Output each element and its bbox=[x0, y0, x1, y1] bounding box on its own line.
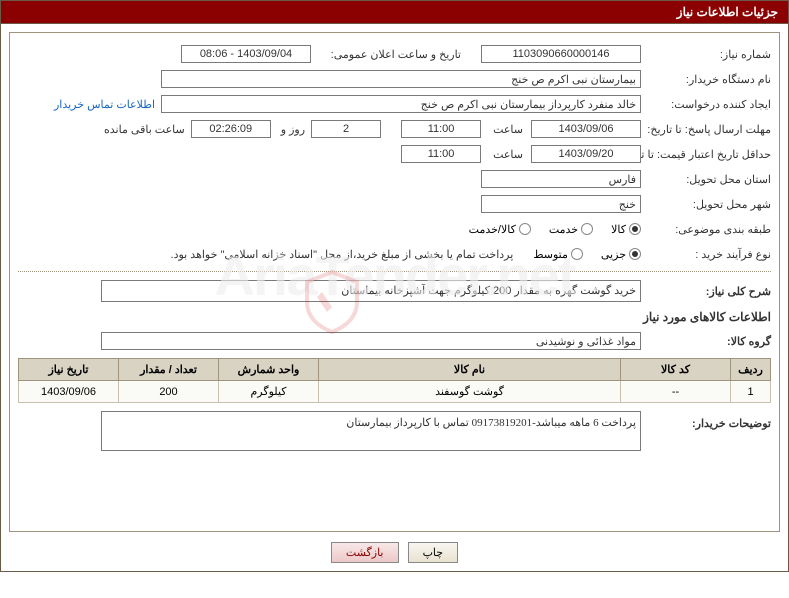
th-name: نام کالا bbox=[319, 359, 621, 381]
radio-medium[interactable]: متوسط bbox=[533, 248, 583, 261]
deadline-label: مهلت ارسال پاسخ: تا تاریخ: bbox=[641, 123, 771, 136]
td-unit: کیلوگرم bbox=[219, 381, 319, 403]
requester-field: خالد منفرد کارپرداز بیمارستان نبی اکرم ص… bbox=[161, 95, 641, 113]
back-button[interactable]: بازگشت bbox=[331, 542, 399, 563]
payment-note: پرداخت تمام یا بخشی از مبلغ خرید،از محل … bbox=[171, 248, 514, 261]
table-row: 1 -- گوشت گوسفند کیلوگرم 200 1403/09/06 bbox=[19, 381, 771, 403]
th-row: ردیف bbox=[731, 359, 771, 381]
th-code: کد کالا bbox=[621, 359, 731, 381]
row-group: گروه کالا: مواد غذائی و نوشیدنی bbox=[18, 330, 771, 352]
radio-partial-label: جزیی bbox=[601, 248, 626, 261]
radio-dot-icon bbox=[629, 248, 641, 260]
public-date-field: 1403/09/04 - 08:06 bbox=[181, 45, 311, 63]
th-unit: واحد شمارش bbox=[219, 359, 319, 381]
buyer-org-label: نام دستگاه خریدار: bbox=[641, 73, 771, 86]
page-title: جزئیات اطلاعات نیاز bbox=[677, 5, 778, 19]
category-radio-group: کالا خدمت کالا/خدمت bbox=[469, 223, 641, 236]
row-province: استان محل تحویل: فارس bbox=[18, 168, 771, 190]
deadline-date-field: 1403/09/06 bbox=[531, 120, 641, 138]
buyer-notes-label: توضیحات خریدار: bbox=[641, 411, 771, 430]
remain-suffix-label: ساعت باقی مانده bbox=[100, 123, 185, 136]
need-no-label: شماره نیاز: bbox=[641, 48, 771, 61]
process-label: نوع فرآیند خرید : bbox=[641, 248, 771, 261]
buyer-notes-field: پرداخت 6 ماهه میباشد-09173819201 تماس با… bbox=[101, 411, 641, 451]
city-field: خنج bbox=[481, 195, 641, 213]
validity-time-label: ساعت bbox=[489, 148, 523, 161]
radio-service[interactable]: خدمت bbox=[549, 223, 593, 236]
row-process: نوع فرآیند خرید : جزیی متوسط پرداخت تمام… bbox=[18, 243, 771, 265]
separator bbox=[18, 271, 771, 272]
desc-field: خرید گوشت گهره به مقدار 200 کیلوگرم جهت … bbox=[101, 280, 641, 302]
button-row: چاپ بازگشت bbox=[9, 542, 780, 563]
process-radio-group: جزیی متوسط bbox=[533, 248, 641, 261]
row-need-number: شماره نیاز: 1103090660000146 تاریخ و ساع… bbox=[18, 43, 771, 65]
print-button[interactable]: چاپ bbox=[408, 542, 459, 563]
validity-label: حداقل تاریخ اعتبار قیمت: تا تاریخ: bbox=[641, 148, 771, 161]
radio-goods[interactable]: کالا bbox=[611, 223, 641, 236]
row-category: طبقه بندی موضوعی: کالا خدمت کالا/خدمت bbox=[18, 218, 771, 240]
buyer-org-field: بیمارستان نبی اکرم ص خنج bbox=[161, 70, 641, 88]
row-city: شهر محل تحویل: خنج bbox=[18, 193, 771, 215]
countdown-field: 02:26:09 bbox=[191, 120, 271, 138]
deadline-time-field: 11:00 bbox=[401, 120, 481, 138]
deadline-time-label: ساعت bbox=[489, 123, 523, 136]
row-requester: ایجاد کننده درخواست: خالد منفرد کارپرداز… bbox=[18, 93, 771, 115]
buyer-contact-link[interactable]: اطلاعات تماس خریدار bbox=[54, 98, 155, 111]
group-label: گروه کالا: bbox=[641, 335, 771, 348]
row-buyer-notes: توضیحات خریدار: پرداخت 6 ماهه میباشد-091… bbox=[18, 411, 771, 451]
radio-dot-icon bbox=[629, 223, 641, 235]
group-field: مواد غذائی و نوشیدنی bbox=[101, 332, 641, 350]
td-row: 1 bbox=[731, 381, 771, 403]
city-label: شهر محل تحویل: bbox=[641, 198, 771, 211]
radio-dot-icon bbox=[571, 248, 583, 260]
row-buyer-org: نام دستگاه خریدار: بیمارستان نبی اکرم ص … bbox=[18, 68, 771, 90]
province-field: فارس bbox=[481, 170, 641, 188]
radio-both[interactable]: کالا/خدمت bbox=[469, 223, 531, 236]
days-and-label: روز و bbox=[277, 123, 305, 136]
need-no-field: 1103090660000146 bbox=[481, 45, 641, 63]
title-bar: جزئیات اطلاعات نیاز bbox=[0, 0, 789, 24]
radio-both-label: کالا/خدمت bbox=[469, 223, 516, 236]
td-name: گوشت گوسفند bbox=[319, 381, 621, 403]
radio-goods-label: کالا bbox=[611, 223, 626, 236]
goods-table: ردیف کد کالا نام کالا واحد شمارش تعداد /… bbox=[18, 358, 771, 403]
th-qty: تعداد / مقدار bbox=[119, 359, 219, 381]
inner-frame: AriaTender.net شماره نیاز: 1103090660000… bbox=[9, 32, 780, 532]
province-label: استان محل تحویل: bbox=[641, 173, 771, 186]
td-date: 1403/09/06 bbox=[19, 381, 119, 403]
requester-label: ایجاد کننده درخواست: bbox=[641, 98, 771, 111]
outer-frame: AriaTender.net شماره نیاز: 1103090660000… bbox=[0, 24, 789, 572]
radio-service-label: خدمت bbox=[549, 223, 578, 236]
radio-medium-label: متوسط bbox=[533, 248, 568, 261]
th-date: تاریخ نیاز bbox=[19, 359, 119, 381]
radio-dot-icon bbox=[519, 223, 531, 235]
row-description: شرح کلی نیاز: خرید گوشت گهره به مقدار 20… bbox=[18, 280, 771, 302]
td-code: -- bbox=[621, 381, 731, 403]
days-remain-field: 2 bbox=[311, 120, 381, 138]
watermark-shield-icon bbox=[302, 267, 362, 337]
td-qty: 200 bbox=[119, 381, 219, 403]
goods-info-title: اطلاعات کالاهای مورد نیاز bbox=[18, 310, 771, 324]
category-label: طبقه بندی موضوعی: bbox=[641, 223, 771, 236]
row-validity: حداقل تاریخ اعتبار قیمت: تا تاریخ: 1403/… bbox=[18, 143, 771, 165]
table-header-row: ردیف کد کالا نام کالا واحد شمارش تعداد /… bbox=[19, 359, 771, 381]
radio-partial[interactable]: جزیی bbox=[601, 248, 641, 261]
validity-time-field: 11:00 bbox=[401, 145, 481, 163]
row-deadline: مهلت ارسال پاسخ: تا تاریخ: 1403/09/06 سا… bbox=[18, 118, 771, 140]
validity-date-field: 1403/09/20 bbox=[531, 145, 641, 163]
radio-dot-icon bbox=[581, 223, 593, 235]
public-date-label: تاریخ و ساعت اعلان عمومی: bbox=[311, 48, 461, 61]
desc-label: شرح کلی نیاز: bbox=[641, 285, 771, 298]
